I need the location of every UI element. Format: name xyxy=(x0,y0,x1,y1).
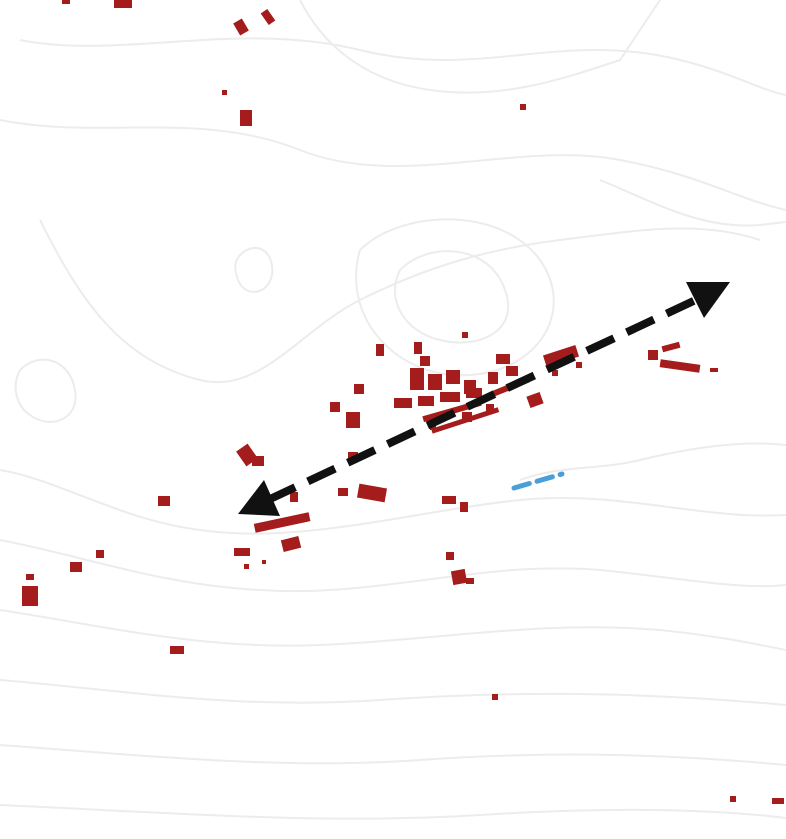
building xyxy=(420,356,430,366)
contour-line xyxy=(19,37,786,96)
building xyxy=(428,374,442,390)
building xyxy=(338,488,348,496)
contour-line xyxy=(0,804,786,820)
building xyxy=(330,402,340,412)
building xyxy=(414,342,422,354)
building xyxy=(648,350,658,360)
building xyxy=(262,560,266,564)
contour-line xyxy=(234,246,274,293)
building xyxy=(22,586,38,606)
building xyxy=(446,552,454,560)
contour-line xyxy=(0,679,786,706)
building xyxy=(244,564,249,569)
building xyxy=(394,398,412,408)
building xyxy=(446,370,460,384)
contour-line xyxy=(0,744,786,766)
contour-line xyxy=(0,609,786,651)
building xyxy=(520,104,526,110)
building xyxy=(253,512,311,533)
building xyxy=(290,492,298,502)
stream xyxy=(511,471,565,491)
contour-line xyxy=(0,469,786,535)
building xyxy=(526,391,544,409)
building xyxy=(252,456,264,466)
building xyxy=(552,370,558,376)
contour-line xyxy=(519,442,786,481)
contour-line xyxy=(14,358,77,423)
building xyxy=(410,368,424,390)
building xyxy=(542,345,580,367)
building xyxy=(506,366,518,376)
buildings xyxy=(22,0,784,804)
building xyxy=(661,341,681,353)
arrowhead-ne-icon xyxy=(686,282,730,318)
contour-line xyxy=(0,119,786,211)
building xyxy=(462,412,472,422)
building xyxy=(442,496,456,504)
building xyxy=(70,562,82,572)
building xyxy=(240,110,252,126)
building xyxy=(26,574,34,580)
building xyxy=(170,646,184,654)
building xyxy=(280,536,302,552)
contour-line xyxy=(394,250,510,344)
building xyxy=(440,392,460,402)
building xyxy=(462,332,468,338)
building xyxy=(234,548,250,556)
building xyxy=(772,798,784,804)
contour-lines xyxy=(0,0,786,820)
contour-line xyxy=(0,539,786,593)
building xyxy=(466,388,482,398)
building xyxy=(576,362,582,368)
building xyxy=(710,368,718,372)
building xyxy=(418,396,434,406)
arrowhead-sw-icon xyxy=(238,480,280,516)
building xyxy=(62,0,70,4)
building xyxy=(496,354,510,364)
building xyxy=(158,496,170,506)
building xyxy=(492,694,498,700)
building xyxy=(466,578,474,584)
building xyxy=(222,90,227,95)
settlement-axis-arrow xyxy=(238,282,730,516)
building xyxy=(346,412,360,428)
contour-line xyxy=(299,0,661,94)
building xyxy=(450,568,468,586)
contour-line xyxy=(355,218,555,377)
building xyxy=(488,372,498,384)
building xyxy=(356,483,388,503)
building xyxy=(659,359,701,373)
dashed-axis-line xyxy=(266,294,702,504)
building xyxy=(260,8,276,26)
contour-line xyxy=(599,179,786,227)
building xyxy=(114,0,132,8)
building xyxy=(376,344,384,356)
building xyxy=(233,18,249,36)
building xyxy=(96,550,104,558)
building xyxy=(730,796,736,802)
building xyxy=(354,384,364,394)
building xyxy=(486,404,494,412)
building xyxy=(460,502,468,512)
